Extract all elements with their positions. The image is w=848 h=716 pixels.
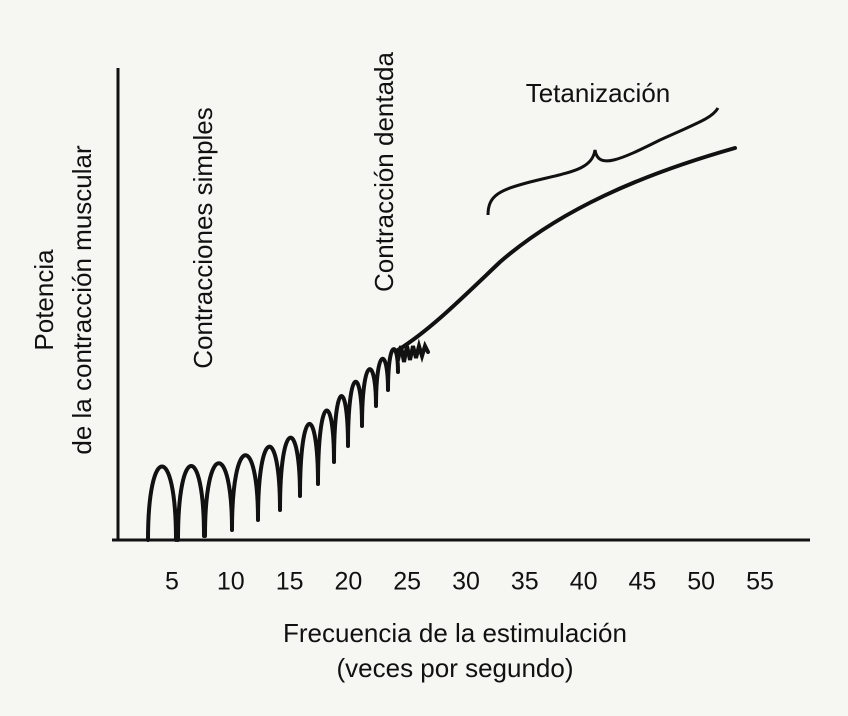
y-axis-label: de la contracción muscular — [67, 145, 97, 455]
x-tick-label: 40 — [570, 568, 598, 596]
x-tick-label: 5 — [165, 568, 179, 596]
x-tick-label: 45 — [628, 568, 656, 596]
annotation: Tetanización — [526, 78, 671, 108]
x-tick-label: 20 — [334, 568, 362, 596]
x-axis-label: (veces por segundo) — [336, 653, 573, 683]
x-axis-label: Frecuencia de la estimulación — [283, 618, 627, 648]
x-tick-label: 10 — [217, 568, 245, 596]
x-tick-label: 30 — [452, 568, 480, 596]
x-tick-label: 50 — [687, 568, 715, 596]
curve-path — [146, 146, 737, 542]
contraction-curve — [146, 146, 737, 542]
tetanus-brace — [486, 107, 720, 216]
x-tick-label: 25 — [393, 568, 421, 596]
x-tick-label: 35 — [511, 568, 539, 596]
x-tick-label: 15 — [276, 568, 304, 596]
annotation: Contracciones simples — [188, 107, 218, 369]
y-axis-label: Potencia — [29, 249, 59, 351]
x-tick-label: 55 — [746, 568, 774, 596]
annotation: Contracción dentada — [369, 51, 399, 291]
